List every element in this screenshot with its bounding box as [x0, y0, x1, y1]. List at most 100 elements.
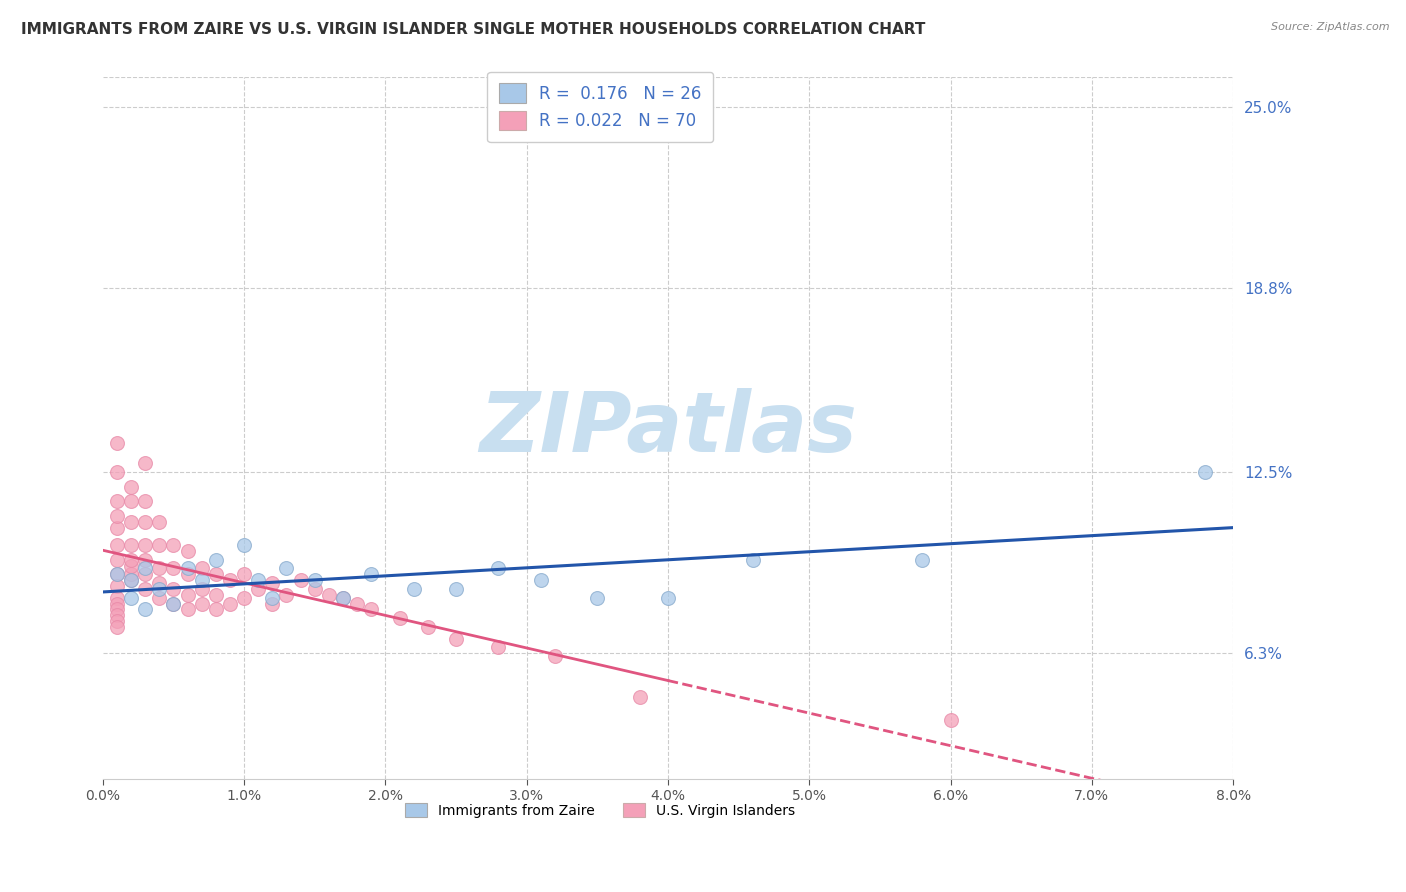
Point [939, 714, 962, 728]
Point [120, 480, 142, 494]
Point [134, 515, 156, 529]
Legend: Immigrants from Zaire, U.S. Virgin Islanders: Immigrants from Zaire, U.S. Virgin Islan… [398, 796, 803, 824]
Point [148, 582, 170, 596]
Point [444, 632, 467, 646]
Point [105, 520, 128, 534]
Point [105, 591, 128, 605]
Point [120, 573, 142, 587]
Point [120, 538, 142, 552]
Point [190, 573, 212, 587]
Point [105, 494, 128, 508]
Point [332, 591, 354, 605]
Point [416, 620, 439, 634]
Point [120, 558, 142, 573]
Point [911, 552, 934, 566]
Point [190, 582, 212, 596]
Point [120, 591, 142, 605]
Point [134, 456, 156, 470]
Point [219, 597, 242, 611]
Text: ZIPatlas: ZIPatlas [479, 388, 856, 468]
Point [219, 573, 242, 587]
Point [176, 567, 198, 582]
Point [148, 561, 170, 575]
Point [262, 591, 284, 605]
Point [105, 552, 128, 566]
Point [190, 561, 212, 575]
Point [233, 567, 256, 582]
Point [105, 435, 128, 450]
Point [176, 602, 198, 616]
Point [134, 582, 156, 596]
Point [134, 494, 156, 508]
Point [134, 567, 156, 582]
Point [105, 597, 128, 611]
Point [148, 515, 170, 529]
Point [233, 591, 256, 605]
Point [120, 515, 142, 529]
Point [105, 567, 128, 582]
Point [247, 573, 270, 587]
Text: IMMIGRANTS FROM ZAIRE VS U.S. VIRGIN ISLANDER SINGLE MOTHER HOUSEHOLDS CORRELATI: IMMIGRANTS FROM ZAIRE VS U.S. VIRGIN ISL… [21, 22, 925, 37]
Point [120, 494, 142, 508]
Point [162, 538, 184, 552]
Point [105, 567, 128, 582]
Point [162, 597, 184, 611]
Point [176, 588, 198, 602]
Point [148, 538, 170, 552]
Point [1194, 465, 1216, 479]
Point [162, 582, 184, 596]
Point [105, 579, 128, 593]
Point [290, 573, 312, 587]
Point [105, 508, 128, 523]
Point [105, 538, 128, 552]
Point [105, 620, 128, 634]
Point [120, 552, 142, 566]
Point [205, 552, 228, 566]
Point [530, 573, 553, 587]
Point [134, 552, 156, 566]
Point [444, 582, 467, 596]
Point [304, 582, 326, 596]
Point [105, 614, 128, 628]
Point [262, 597, 284, 611]
Point [332, 591, 354, 605]
Point [262, 576, 284, 591]
Point [247, 582, 270, 596]
Point [486, 561, 509, 575]
Point [176, 544, 198, 558]
Point [586, 591, 609, 605]
Point [346, 597, 368, 611]
Point [205, 588, 228, 602]
Point [120, 573, 142, 587]
Point [657, 591, 679, 605]
Point [148, 576, 170, 591]
Point [105, 602, 128, 616]
Point [233, 538, 256, 552]
Point [205, 567, 228, 582]
Point [318, 588, 340, 602]
Point [276, 588, 298, 602]
Point [120, 567, 142, 582]
Point [628, 690, 651, 704]
Point [741, 552, 763, 566]
Text: Source: ZipAtlas.com: Source: ZipAtlas.com [1271, 22, 1389, 32]
Point [105, 465, 128, 479]
Point [134, 538, 156, 552]
Point [162, 561, 184, 575]
Point [190, 597, 212, 611]
Point [134, 561, 156, 575]
Point [148, 591, 170, 605]
Point [105, 608, 128, 623]
Point [134, 602, 156, 616]
Point [402, 582, 425, 596]
Point [388, 611, 411, 625]
Point [544, 649, 567, 664]
Point [276, 561, 298, 575]
Point [205, 602, 228, 616]
Point [162, 597, 184, 611]
Point [486, 640, 509, 655]
Point [176, 561, 198, 575]
Point [360, 567, 382, 582]
Point [304, 573, 326, 587]
Point [360, 602, 382, 616]
